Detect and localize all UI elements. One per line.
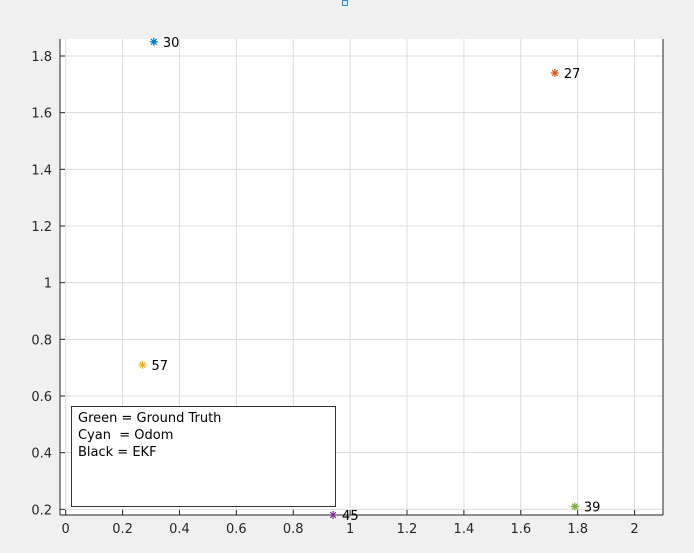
data-point-39: 39 xyxy=(570,501,601,516)
x-tick-label: 0 xyxy=(62,522,70,537)
data-point-45: 45 xyxy=(329,509,359,524)
annotation-line-ground-truth: Green = Ground Truth xyxy=(78,411,222,426)
y-tick-label: 0.2 xyxy=(31,503,52,518)
x-tick-label: 1.4 xyxy=(454,522,475,537)
y-tick-label: 1.4 xyxy=(31,163,52,178)
y-tick-label: 1.6 xyxy=(31,107,52,122)
annotation-textbox: Green = Ground Truth Cyan = Odom Black =… xyxy=(71,406,336,507)
x-tick-label: 0.2 xyxy=(112,522,133,537)
point-label: 30 xyxy=(163,36,180,51)
resize-handle[interactable] xyxy=(342,0,348,6)
x-tick-label: 0.8 xyxy=(283,522,304,537)
y-tick-label: 1 xyxy=(44,277,52,292)
annotation-line-ekf: Black = EKF xyxy=(78,445,157,460)
x-tick-label: 1.6 xyxy=(510,522,531,537)
data-point-30: 30 xyxy=(149,36,180,51)
y-tick-label: 0.8 xyxy=(31,333,52,348)
x-tick-label: 1.8 xyxy=(567,522,588,537)
y-tick-label: 1.2 xyxy=(31,220,52,235)
point-label: 27 xyxy=(564,67,581,82)
data-points: 30 27 57 45 39 xyxy=(138,36,600,524)
y-tick-label: 1.8 xyxy=(31,50,52,65)
point-label: 45 xyxy=(342,509,359,524)
axes xyxy=(59,39,664,516)
y-tick-label: 0.6 xyxy=(31,390,52,405)
point-label: 39 xyxy=(584,501,601,516)
x-tick-label: 0.4 xyxy=(169,522,190,537)
y-tick-label: 0.4 xyxy=(31,447,52,462)
tick-labels: 0 0.2 0.4 0.6 0.8 1 1.2 1.4 1.6 1.8 2 0.2 0.4 0.6 0.8 1… xyxy=(31,50,638,537)
data-point-57: 57 xyxy=(138,359,168,374)
x-tick-label: 1.2 xyxy=(397,522,418,537)
x-tick-label: 0.6 xyxy=(226,522,247,537)
x-tick-label: 2 xyxy=(630,522,638,537)
point-label: 57 xyxy=(151,359,168,374)
grid-lines xyxy=(60,39,663,515)
annotation-line-odom: Cyan = Odom xyxy=(78,428,174,443)
x-tick-label: 1 xyxy=(346,522,354,537)
data-point-27: 27 xyxy=(550,67,581,82)
